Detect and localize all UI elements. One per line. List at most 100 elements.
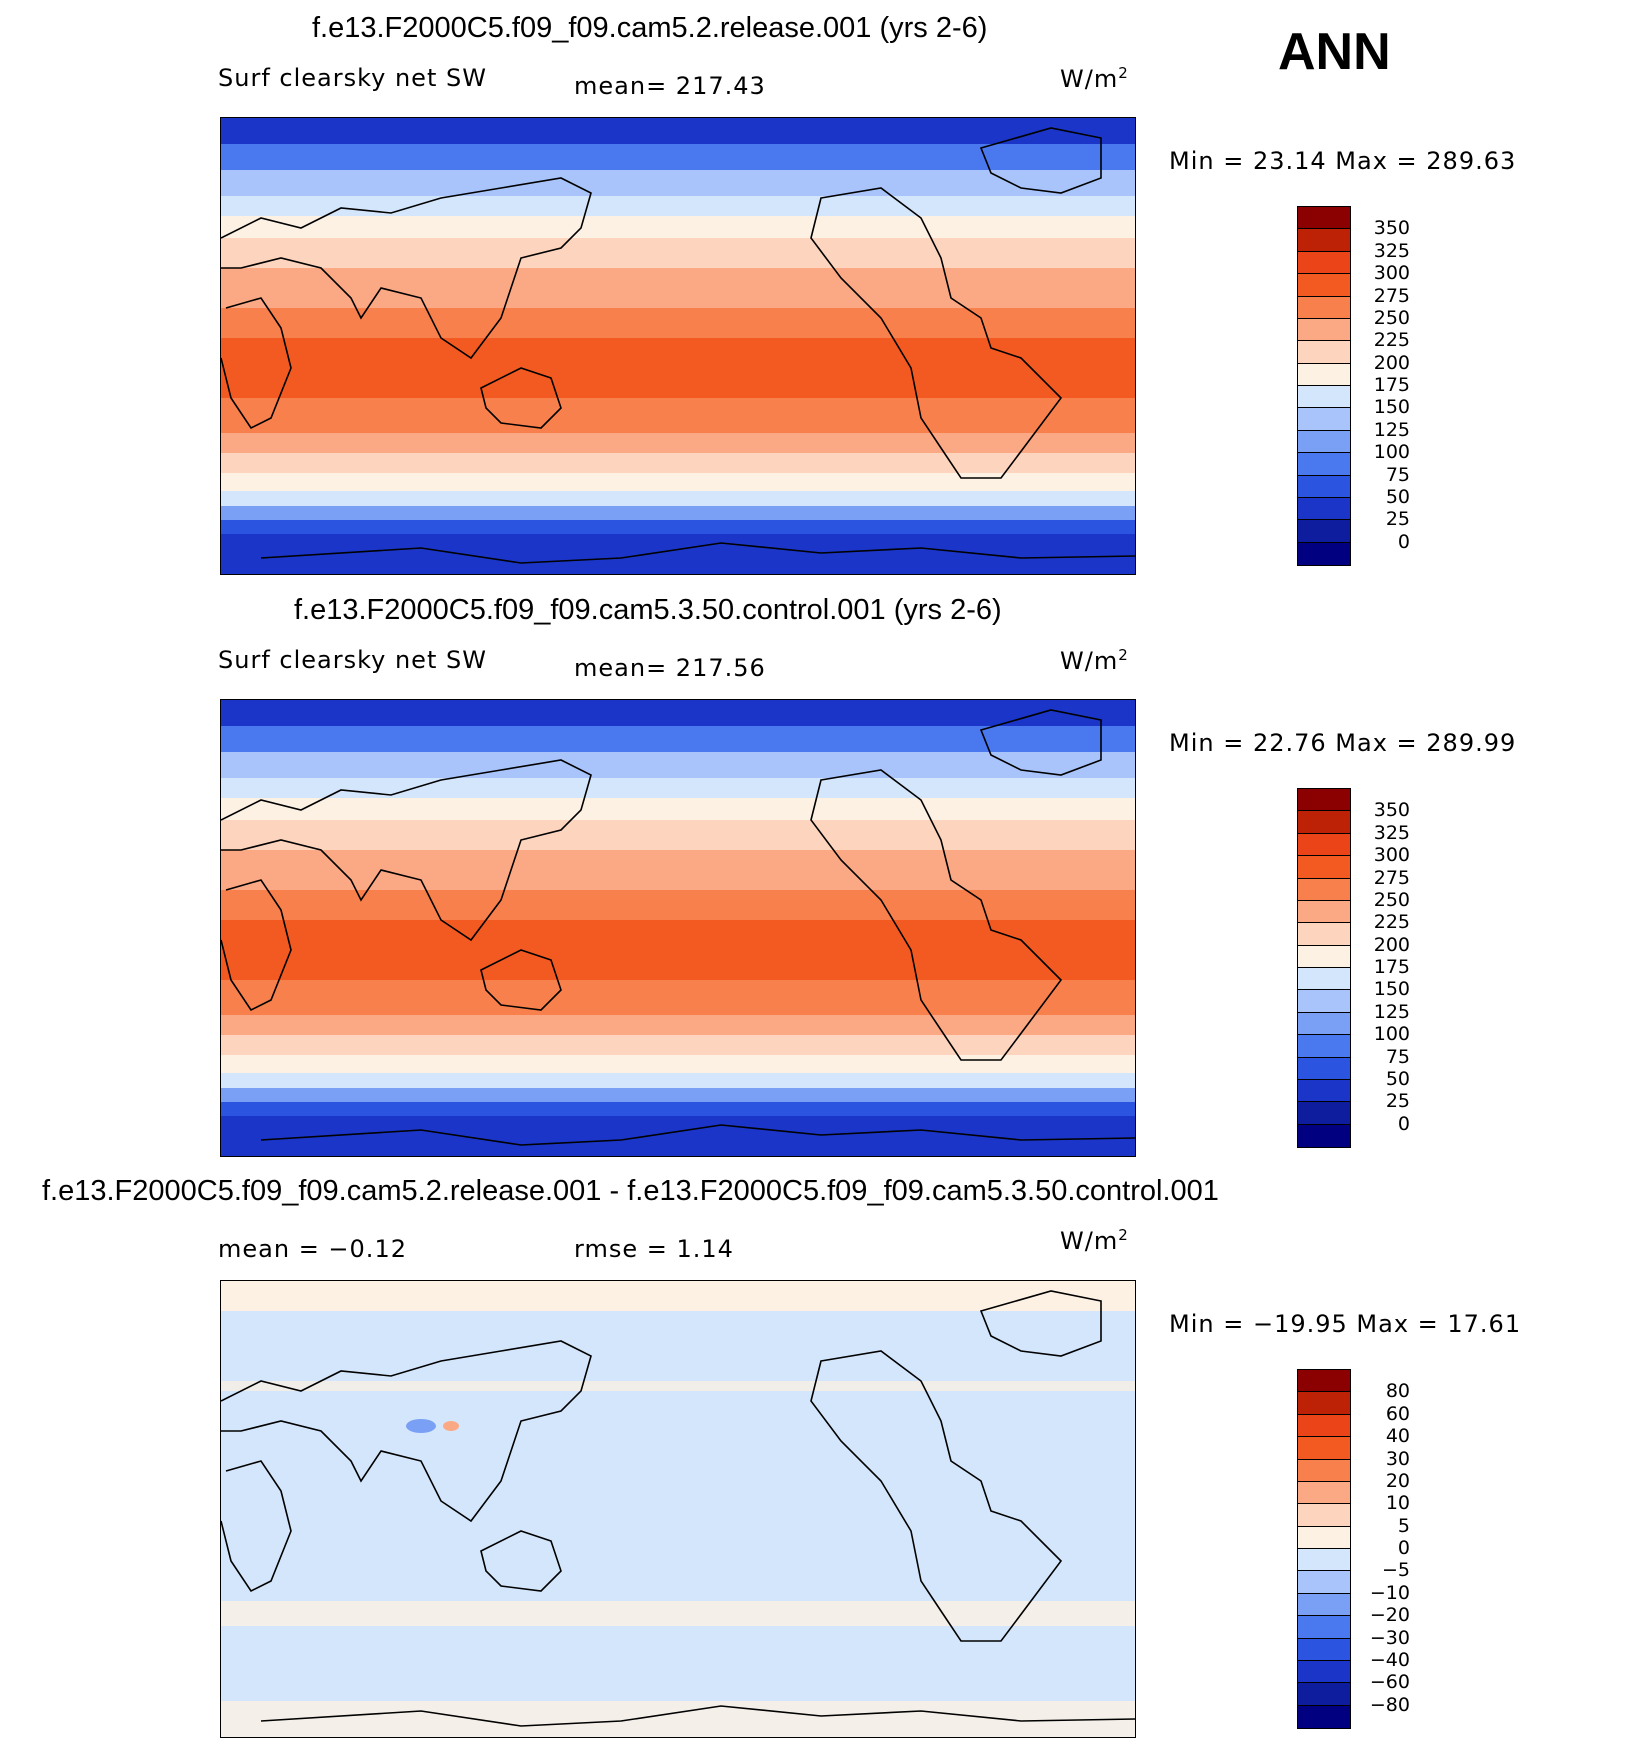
colorbar-segment [1298, 1571, 1350, 1594]
panel-1-map [220, 117, 1136, 575]
colorbar-tick-label: 80 [1385, 1380, 1410, 1403]
colorbar-segment [1298, 1102, 1350, 1125]
panel-1-title: f.e13.F2000C5.f09_f09.cam5.2.release.001… [312, 12, 988, 44]
colorbar-segment [1298, 1504, 1350, 1527]
colorbar-segment [1298, 453, 1350, 476]
colorbar-tick-label: 175 [1373, 374, 1410, 396]
colorbar-segment [1298, 430, 1350, 454]
colorbar-segment [1298, 341, 1350, 364]
colorbar-segment [1298, 1549, 1350, 1572]
panel-3-units: W/m2 [1060, 1226, 1129, 1255]
colorbar-segment [1298, 1616, 1350, 1639]
colorbar-segment [1298, 386, 1350, 409]
colorbar-tick-label: 0 [1397, 1112, 1410, 1135]
colorbar-segment [1298, 475, 1350, 498]
colorbar-tick-label: −40 [1369, 1648, 1410, 1671]
panel-2-variable-label: Surf clearsky net SW [218, 646, 487, 674]
colorbar-tick-label: 150 [1373, 978, 1410, 1001]
panel-2-map-svg [221, 700, 1135, 1156]
panel-2-colorbar [1297, 788, 1351, 1148]
colorbar-segment [1298, 990, 1350, 1013]
colorbar-tick-label: 275 [1373, 866, 1410, 889]
panel-2-units: W/m2 [1060, 646, 1129, 675]
colorbar-tick-label: −10 [1369, 1581, 1410, 1604]
colorbar-tick-label: 20 [1385, 1469, 1410, 1492]
colorbar-tick-label: 25 [1385, 508, 1410, 531]
colorbar-segment [1298, 789, 1350, 812]
colorbar-segment [1298, 274, 1350, 297]
colorbar-tick-label: 350 [1373, 799, 1410, 822]
panel-2-minmax: Min = 22.76 Max = 289.99 [1169, 729, 1517, 757]
colorbar-tick-label: 125 [1373, 418, 1410, 441]
colorbar-segment [1298, 318, 1350, 342]
panel-3-colorbar-ticks: 80 60 40 30 20 10 5 0 −5 −10 −20 −30 −40 −60 −80 [1340, 1369, 1410, 1727]
colorbar-tick-label: 0 [1397, 1537, 1410, 1559]
colorbar-segment [1298, 1593, 1350, 1617]
colorbar-tick-label: −30 [1369, 1626, 1410, 1649]
colorbar-segment [1298, 1414, 1350, 1438]
colorbar-tick-label: 0 [1397, 530, 1410, 553]
panel-1-units: W/m2 [1060, 64, 1129, 93]
panel-3-map-svg [221, 1281, 1135, 1737]
colorbar-segment [1298, 408, 1350, 431]
colorbar-segment [1298, 1526, 1350, 1549]
colorbar-segment [1298, 1705, 1350, 1728]
colorbar-tick-label: 25 [1385, 1090, 1410, 1113]
colorbar-tick-label: 250 [1373, 888, 1410, 911]
colorbar-segment [1298, 520, 1350, 543]
colorbar-tick-label: 30 [1385, 1447, 1410, 1470]
panel-2-mean-label: mean= 217.56 [574, 654, 766, 682]
colorbar-tick-label: −20 [1369, 1604, 1410, 1627]
panel-3-minmax: Min = −19.95 Max = 17.61 [1169, 1310, 1522, 1338]
colorbar-segment [1298, 363, 1350, 386]
colorbar-segment [1298, 251, 1350, 275]
panel-1-colorbar [1297, 206, 1351, 566]
panel-3-colorbar [1297, 1369, 1351, 1729]
colorbar-tick-label: 100 [1373, 441, 1410, 464]
colorbar-segment [1298, 856, 1350, 879]
colorbar-segment [1298, 1660, 1350, 1684]
panel-1-mean-label: mean= 217.43 [574, 72, 766, 100]
colorbar-segment [1298, 1057, 1350, 1080]
colorbar-segment [1298, 542, 1350, 565]
colorbar-segment [1298, 207, 1350, 230]
colorbar-segment [1298, 968, 1350, 991]
colorbar-segment [1298, 1683, 1350, 1706]
colorbar-segment [1298, 811, 1350, 834]
colorbar-tick-label: 350 [1373, 217, 1410, 240]
colorbar-tick-label: 50 [1385, 485, 1410, 508]
colorbar-segment [1298, 1079, 1350, 1103]
colorbar-tick-label: 275 [1373, 284, 1410, 307]
colorbar-segment [1298, 900, 1350, 924]
panel-1-variable-label: Surf clearsky net SW [218, 64, 487, 92]
colorbar-segment [1298, 1124, 1350, 1147]
colorbar-tick-label: 75 [1385, 1045, 1410, 1068]
panel-1-minmax: Min = 23.14 Max = 289.63 [1169, 147, 1517, 175]
colorbar-tick-label: 200 [1373, 351, 1410, 374]
colorbar-tick-label: 125 [1373, 1000, 1410, 1023]
colorbar-segment [1298, 945, 1350, 968]
panel-3-title: f.e13.F2000C5.f09_f09.cam5.2.release.001… [42, 1175, 1219, 1207]
season-label: ANN [1278, 23, 1391, 81]
colorbar-segment [1298, 1638, 1350, 1661]
colorbar-tick-label: −60 [1369, 1671, 1410, 1694]
panel-2-colorbar-ticks: 350 325 300 275 250 225 200 175 150 125 100 75 50 25 0 [1340, 788, 1410, 1146]
colorbar-tick-label: 75 [1385, 463, 1410, 486]
panel-1-colorbar-ticks: 350 325 300 275 250 225 200 175 150 125 100 75 50 25 0 [1340, 206, 1410, 564]
colorbar-tick-label: 40 [1385, 1425, 1410, 1448]
colorbar-segment [1298, 1459, 1350, 1482]
colorbar-tick-label: 300 [1373, 262, 1410, 285]
colorbar-segment [1298, 1035, 1350, 1058]
colorbar-segment [1298, 923, 1350, 946]
colorbar-tick-label: 175 [1373, 956, 1410, 978]
panel-2-title: f.e13.F2000C5.f09_f09.cam5.3.50.control.… [294, 594, 1002, 626]
colorbar-tick-label: 10 [1385, 1492, 1410, 1515]
colorbar-tick-label: 150 [1373, 396, 1410, 419]
colorbar-tick-label: 50 [1385, 1067, 1410, 1090]
colorbar-segment [1298, 229, 1350, 252]
panel-2-map [220, 699, 1136, 1157]
colorbar-tick-label: 200 [1373, 933, 1410, 956]
panel-3-rmse-label: rmse = 1.14 [574, 1235, 734, 1263]
colorbar-tick-label: 325 [1373, 239, 1410, 262]
colorbar-segment [1298, 1481, 1350, 1505]
